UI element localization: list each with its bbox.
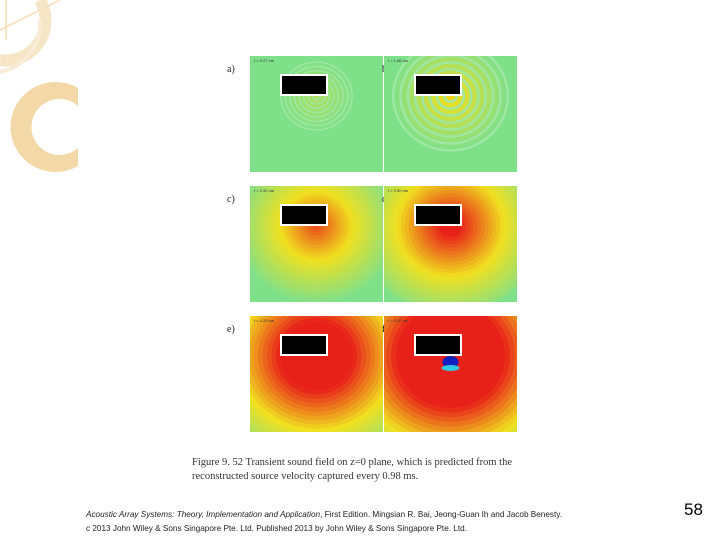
- time-stamp: t = 3.30 ms: [388, 188, 408, 193]
- sound-field-panel: t = 2.92 ms: [250, 186, 383, 302]
- copyright-line: c 2013 John Wiley & Sons Singapore Pte. …: [86, 524, 467, 533]
- negative-pressure-spot: [442, 356, 459, 368]
- sound-field-panel: t = 5.20 ms: [384, 316, 517, 432]
- source-rectangle: [414, 334, 462, 356]
- sound-field-panel: t = 3.30 ms: [384, 186, 517, 302]
- panel-label: c): [227, 194, 235, 205]
- book-title: Acoustic Array Systems: Theory, Implemen…: [86, 510, 321, 519]
- panel-label: e): [227, 324, 235, 335]
- page-number: 58: [684, 500, 703, 519]
- sound-field-panel: t = 1.56 ms: [384, 56, 517, 172]
- source-rectangle: [280, 204, 328, 226]
- panel-label: a): [227, 64, 235, 75]
- time-stamp: t = 1.56 ms: [388, 58, 408, 63]
- sound-field-panel: t = 0.27 ms: [250, 56, 383, 172]
- time-stamp: t = 4.20 ms: [254, 318, 274, 323]
- book-credit: Acoustic Array Systems: Theory, Implemen…: [86, 508, 676, 536]
- source-rectangle: [414, 74, 462, 96]
- source-rectangle: [280, 334, 328, 356]
- negative-pressure-fringe: [441, 365, 460, 371]
- time-stamp: t = 2.92 ms: [254, 188, 274, 193]
- decorative-rings: [0, 0, 78, 172]
- source-rectangle: [414, 204, 462, 226]
- book-details: , First Edition. Mingsian R. Bai, Jeong-…: [320, 510, 563, 519]
- figure-caption: Figure 9. 52 Transient sound field on z=…: [192, 457, 512, 482]
- field-plot: [384, 56, 517, 172]
- source-rectangle: [280, 74, 328, 96]
- sound-field-panel: t = 4.20 ms: [250, 316, 383, 432]
- time-stamp: t = 5.20 ms: [388, 318, 408, 323]
- time-stamp: t = 0.27 ms: [254, 58, 274, 63]
